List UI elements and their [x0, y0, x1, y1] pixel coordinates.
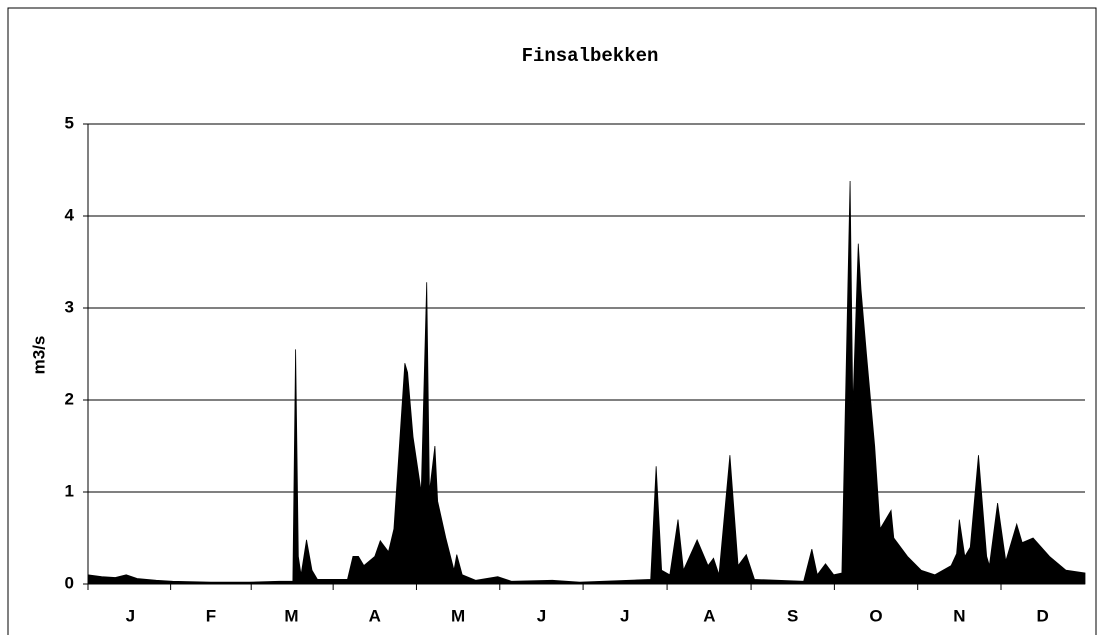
- x-tick-label: S: [787, 606, 798, 625]
- area: [87, 181, 1086, 585]
- chart-title: Finsalbekken: [522, 45, 659, 67]
- x-tick-label: N: [953, 606, 965, 625]
- x-tick-label: J: [620, 606, 629, 625]
- x-tick-label: F: [206, 606, 216, 625]
- x-tick-label: A: [369, 606, 381, 625]
- y-tick-label: 1: [65, 481, 74, 500]
- frame: [7, 7, 1097, 635]
- x-tick-label: A: [703, 606, 715, 625]
- y-tick-label: 5: [65, 113, 74, 132]
- y-tick-label: 4: [65, 205, 75, 224]
- x-tick-label: M: [284, 606, 298, 625]
- x-tick-label: O: [869, 606, 882, 625]
- x-tick-label: J: [537, 606, 546, 625]
- y-tick-label: 3: [65, 297, 74, 316]
- y-axis-label: m3/s: [29, 336, 48, 375]
- x-tick-label: M: [451, 606, 465, 625]
- y-tick-label: 2: [65, 389, 74, 408]
- x-tick-label: D: [1037, 606, 1049, 625]
- y-tick-label: 0: [65, 573, 74, 592]
- x-tick-label: J: [126, 606, 135, 625]
